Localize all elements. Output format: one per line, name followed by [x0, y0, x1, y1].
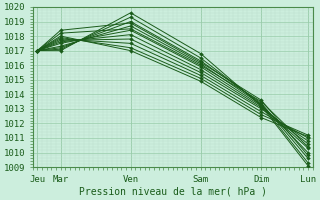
- X-axis label: Pression niveau de la mer( hPa ): Pression niveau de la mer( hPa ): [79, 187, 267, 197]
